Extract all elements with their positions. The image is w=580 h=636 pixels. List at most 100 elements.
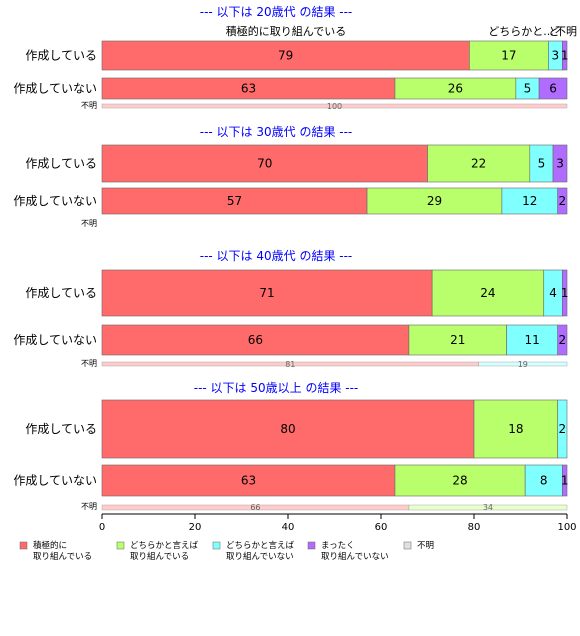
bar-segment (552, 144, 568, 183)
row-label: 作成していない (13, 474, 97, 488)
top-label: 不明 (555, 25, 577, 38)
legend-swatch (19, 541, 28, 550)
data-label: 79 (278, 49, 293, 63)
bar-segment (557, 324, 568, 356)
data-label: 22 (471, 157, 486, 171)
x-tick-label: 80 (468, 522, 481, 533)
data-label: 80 (280, 422, 295, 436)
data-label: 63 (241, 82, 256, 96)
data-label: 57 (227, 194, 242, 208)
x-tick-label: 60 (375, 522, 388, 533)
data-label: 1 (561, 49, 569, 63)
row-label: 作成していない (13, 82, 97, 96)
row-label: 不明 (81, 101, 97, 110)
bar-segment (538, 77, 568, 100)
data-label: 6 (549, 82, 557, 96)
data-label: 81 (285, 360, 295, 369)
bar-segment (562, 269, 568, 317)
data-label: 5 (538, 157, 546, 171)
x-tick-label: 100 (557, 522, 576, 533)
data-label: 34 (483, 503, 493, 512)
data-label: 2 (559, 422, 567, 436)
bar-segment (101, 324, 410, 356)
bar-segment (524, 464, 563, 497)
bar-segment (557, 187, 568, 215)
legend-label: どちらかと言えば (130, 540, 199, 551)
bar-segment (501, 187, 558, 215)
legend-label: 不明 (417, 541, 434, 551)
bar-segment (366, 187, 503, 215)
data-label: 3 (556, 157, 564, 171)
bar-segment (478, 361, 568, 367)
data-label: 8 (540, 474, 548, 488)
bar-segment (506, 324, 558, 356)
data-label: 3 (552, 49, 560, 63)
bar-segment (101, 399, 475, 459)
data-label: 21 (450, 333, 465, 347)
legend-swatch (403, 541, 412, 550)
row-label: 作成していない (13, 194, 97, 208)
panel-title: --- 以下は 50歳以上 の結果 --- (194, 381, 359, 395)
row-label: 作成している (25, 286, 97, 300)
data-label: 1 (561, 474, 569, 488)
row-label: 作成している (25, 49, 97, 63)
data-label: 66 (248, 333, 263, 347)
bar-segment (101, 187, 368, 215)
data-label: 11 (524, 333, 539, 347)
data-label: 71 (259, 286, 274, 300)
data-label: 63 (241, 474, 256, 488)
x-tick-label: 40 (282, 522, 295, 533)
data-label: 2 (559, 333, 567, 347)
bar-segment (408, 324, 507, 356)
bar-segment (473, 399, 558, 459)
bar-segment (562, 464, 568, 497)
panel-title: --- 以下は 20歳代 の結果 --- (200, 5, 353, 19)
bar-segment (562, 40, 568, 71)
data-label: 4 (549, 286, 557, 300)
top-label: どちらかと... (488, 25, 554, 38)
panel-title: --- 以下は 30歳代 の結果 --- (200, 125, 353, 139)
row-label: 不明 (81, 502, 97, 511)
data-label: 28 (452, 474, 467, 488)
data-label: 18 (508, 422, 523, 436)
bar-segment (431, 269, 545, 317)
legend-label: 取り組んでいない (226, 551, 294, 562)
legend-swatch (212, 541, 221, 550)
legend-label: 積極的に (33, 540, 67, 551)
legend-label: まったく (321, 541, 355, 551)
row-label: 作成している (25, 157, 97, 171)
bar-segment (101, 144, 428, 183)
legend-swatch (307, 541, 316, 550)
x-tick-label: 0 (99, 522, 105, 533)
bar-segment (557, 399, 568, 459)
data-label: 26 (448, 82, 463, 96)
data-label: 2 (559, 194, 567, 208)
data-label: 5 (524, 82, 532, 96)
legend-label: どちらかと言えば (226, 540, 295, 551)
legend-swatch (116, 541, 125, 550)
row-label: 不明 (81, 359, 97, 368)
bar-segment (427, 144, 531, 183)
bar-segment (394, 464, 526, 497)
data-label: 19 (518, 360, 528, 369)
legend-label: 取り組んでいる (33, 551, 92, 562)
data-label: 70 (257, 157, 272, 171)
bar-segment (408, 504, 568, 511)
top-label: ど (549, 25, 560, 38)
x-tick-label: 20 (189, 522, 202, 533)
data-label: 66 (250, 503, 260, 512)
data-label: 17 (501, 49, 516, 63)
data-label: 1 (561, 286, 569, 300)
bar-segment (101, 464, 396, 497)
top-label: 積極的に取り組んでいる (226, 24, 346, 38)
bar-segment (101, 40, 470, 71)
row-label: 不明 (81, 219, 97, 228)
data-label: 12 (522, 194, 537, 208)
row-label: 作成している (25, 422, 97, 436)
data-label: 24 (480, 286, 495, 300)
data-label: 100 (327, 102, 342, 111)
bar-segment (469, 40, 549, 71)
data-label: 29 (427, 194, 442, 208)
row-label: 作成していない (13, 333, 97, 347)
